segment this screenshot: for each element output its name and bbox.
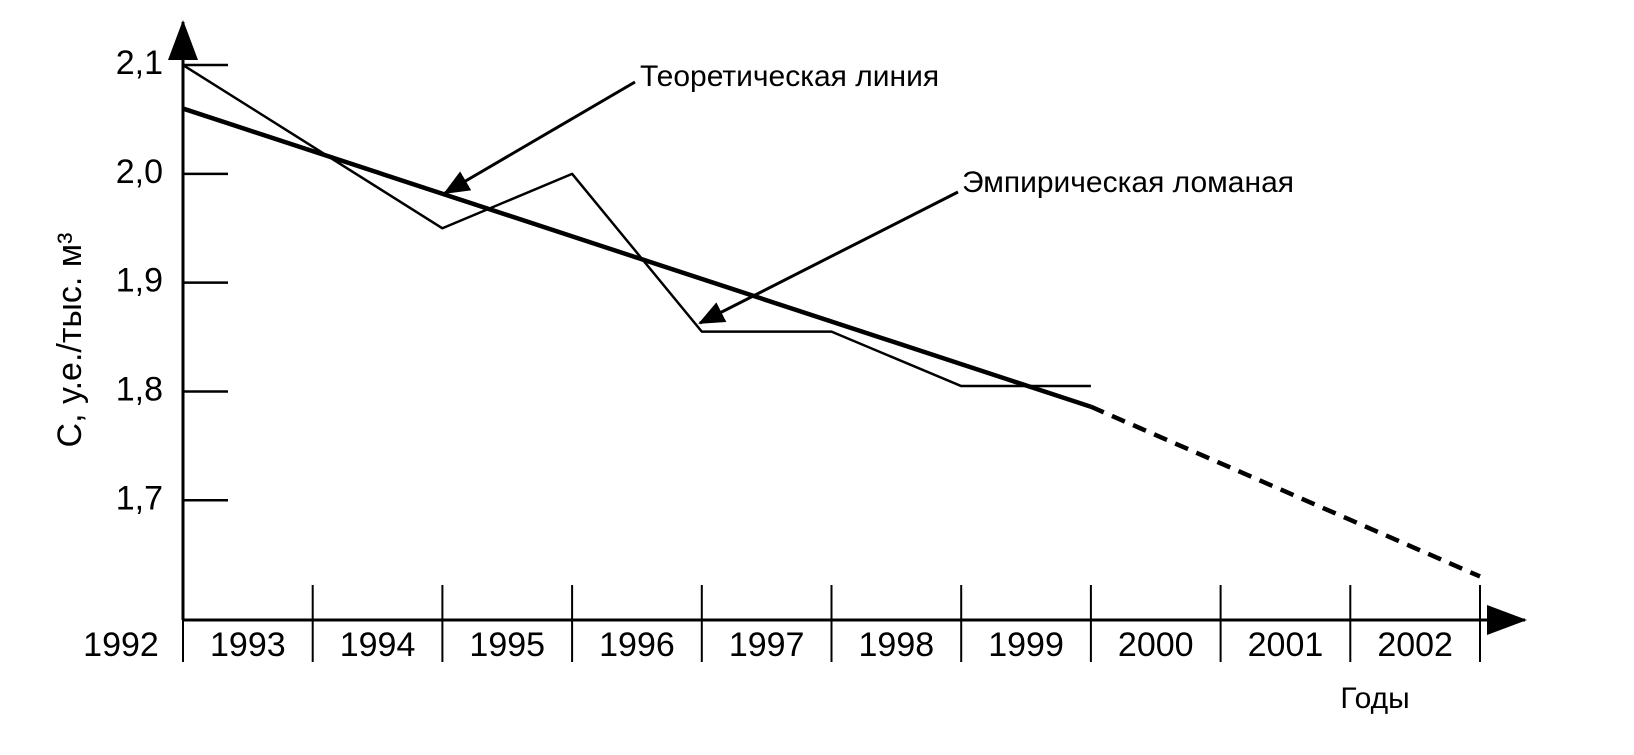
- annotation-arrow: [698, 190, 959, 325]
- annotation-arrow: [443, 80, 636, 195]
- x-tick-label: 2000: [1118, 626, 1194, 664]
- y-tick-label: 1,7: [116, 479, 163, 517]
- y-tick-label: 2,0: [116, 153, 163, 191]
- x-tick-label: 1994: [340, 626, 416, 664]
- x-tick-label: 1997: [729, 626, 805, 664]
- series-line: [1090, 404, 1481, 579]
- y-tick-label: 2,1: [116, 44, 163, 82]
- y-axis-label: С, у.е./тыс. м³: [51, 233, 89, 448]
- y-tick-label: 1,8: [116, 370, 163, 408]
- x-tick-label: 2002: [1377, 626, 1453, 664]
- series-line: [182, 106, 1092, 409]
- annotation: Эмпирическая ломаная: [962, 166, 1294, 199]
- x-tick-label: 1995: [469, 626, 545, 664]
- y-tick-label: 1,9: [116, 262, 163, 300]
- x-tick-label: 1992: [83, 626, 159, 664]
- x-tick-label: 1993: [210, 626, 286, 664]
- x-tick-label: 1999: [988, 626, 1064, 664]
- x-tick-label: 1996: [599, 626, 675, 664]
- x-tick-label: 2001: [1248, 626, 1324, 664]
- x-tick-label: 1998: [859, 626, 935, 664]
- annotation: Теоретическая линия: [640, 60, 939, 93]
- x-axis-label: Годы: [1340, 682, 1409, 715]
- series-line: [182, 63, 1091, 388]
